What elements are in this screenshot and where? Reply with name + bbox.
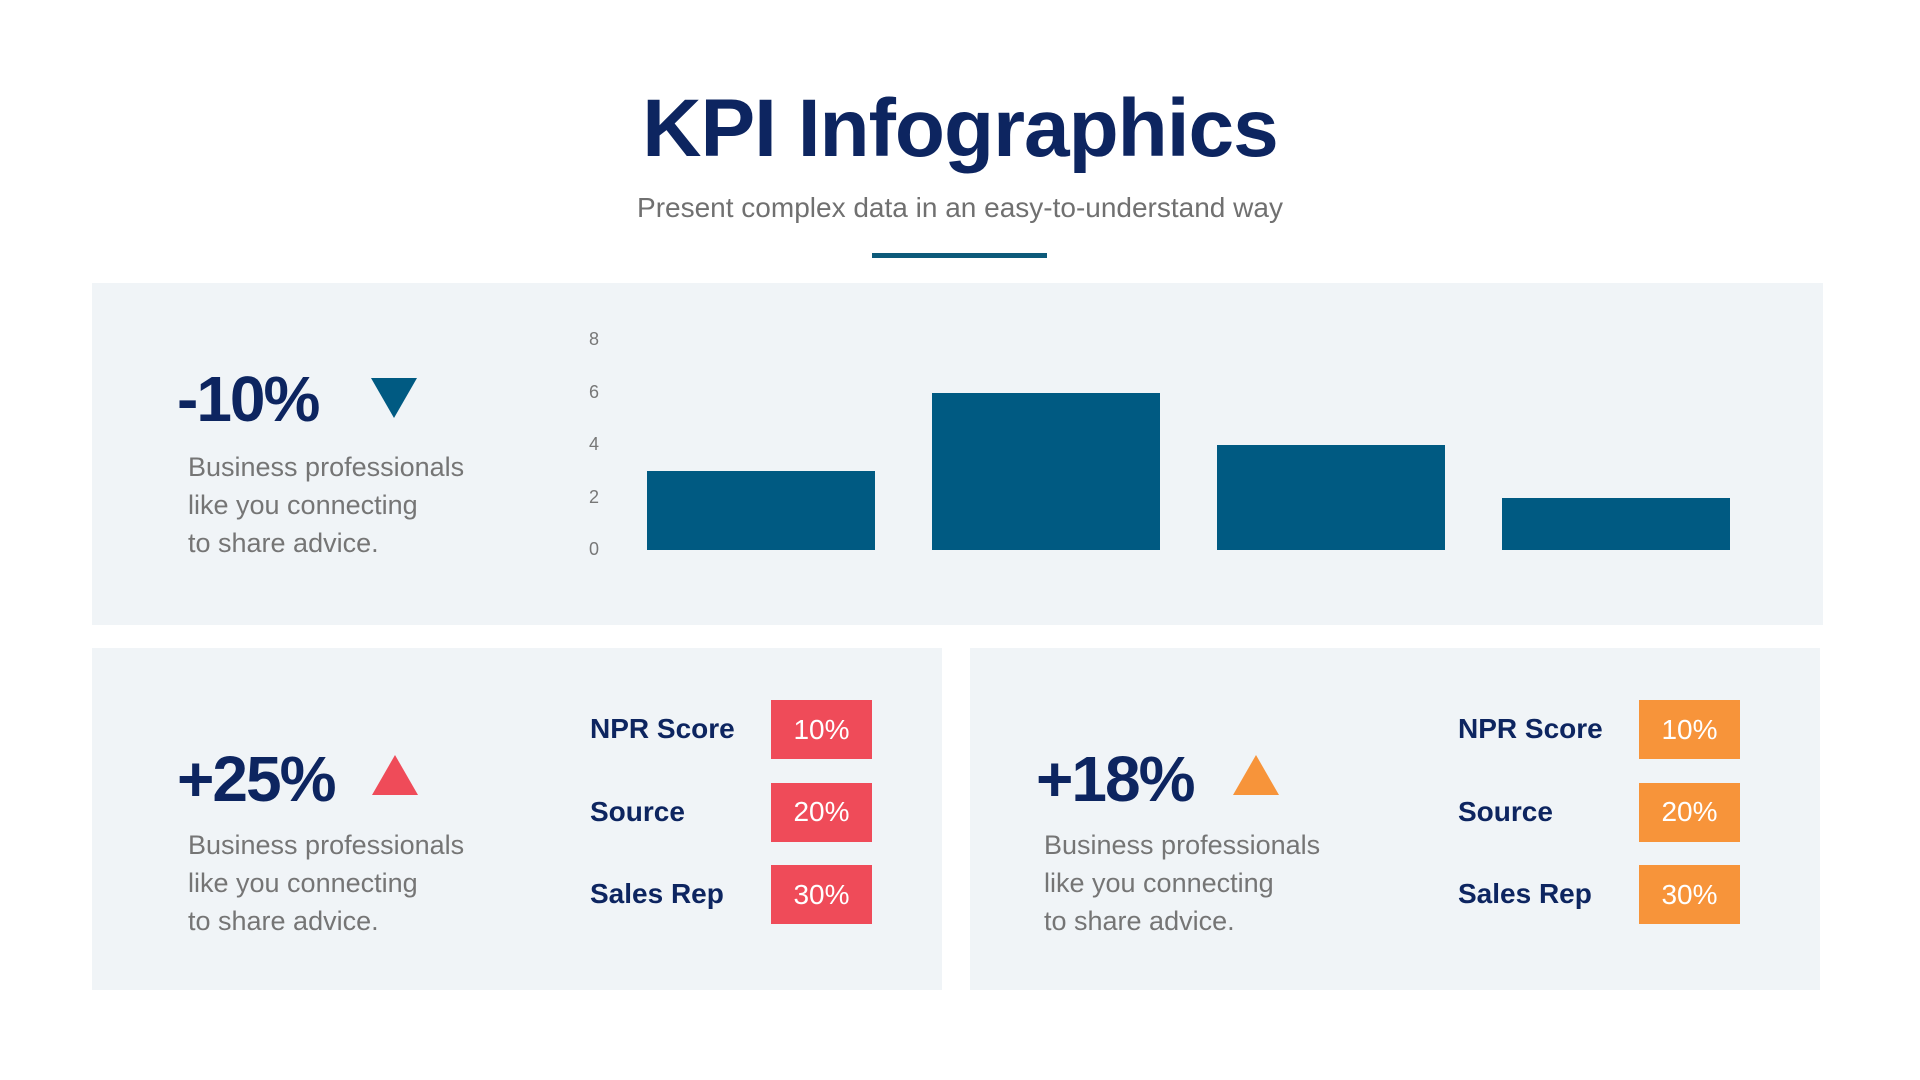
metric-value-badge: 10% (1639, 700, 1740, 759)
metric-label: Sales Rep (590, 878, 724, 909)
desc-line: like you connecting (188, 868, 418, 898)
kpi-value: +18% (1036, 743, 1195, 815)
kpi-value: +25% (177, 743, 336, 815)
metric-label: Source (590, 795, 685, 827)
metric-value-badge: 10% (771, 700, 872, 759)
metric-label: Sales Rep (1458, 878, 1592, 909)
metric-value-badge: 20% (1639, 782, 1740, 842)
metric-label: NPR Score (1458, 713, 1603, 744)
kpi-description: Business professionals like you connectin… (1044, 826, 1344, 940)
desc-line: Business professionals (1044, 830, 1321, 860)
desc-line: to share advice. (188, 528, 379, 558)
metric-label: Source (1458, 795, 1553, 827)
metric-value-badge: 30% (1639, 865, 1740, 924)
kpi-description: Business professionals like you connecti… (188, 448, 488, 562)
desc-line: like you connecting (188, 490, 418, 520)
triangle-down-icon (371, 378, 417, 418)
desc-line: to share advice. (1044, 906, 1235, 936)
desc-line: Business professionals (188, 830, 465, 860)
desc-line: Business professionals (188, 452, 465, 482)
page-title: KPI Infographics (642, 83, 1279, 174)
desc-line: to share advice. (188, 906, 379, 936)
desc-line: like you connecting (1044, 868, 1274, 898)
triangle-up-icon (372, 755, 418, 795)
metric-value-badge: 20% (771, 782, 872, 842)
metric-label: NPR Score (590, 713, 735, 744)
page-subtitle: Present complex data in an easy-to-under… (637, 192, 1283, 223)
metric-value-badge: 30% (771, 865, 872, 924)
triangle-up-icon (1233, 755, 1279, 795)
title-underline (872, 253, 1047, 258)
kpi-description: Business professionals like you connectin… (188, 826, 488, 940)
kpi-value: -10% (177, 363, 320, 435)
